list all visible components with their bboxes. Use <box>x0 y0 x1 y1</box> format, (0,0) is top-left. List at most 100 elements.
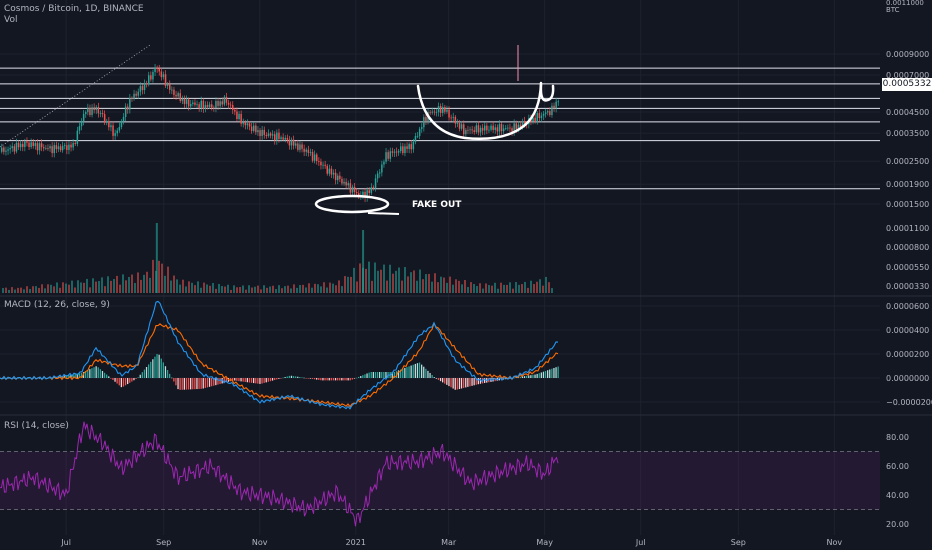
macd-histogram-bar <box>223 378 225 383</box>
volume-bar <box>320 286 322 293</box>
candle-body <box>347 183 349 186</box>
macd-histogram-bar <box>255 378 257 384</box>
macd-histogram-bar <box>124 378 127 386</box>
macd-histogram-bar <box>463 378 465 388</box>
candle-body <box>253 125 255 131</box>
macd-histogram-bar <box>72 374 74 378</box>
macd-histogram-bar <box>423 366 425 378</box>
candle-body <box>250 126 253 131</box>
volume-bar <box>539 279 541 293</box>
rsi-axis-tick-label: 80.00 <box>886 433 909 442</box>
macd-histogram-bar <box>110 378 112 379</box>
volume-bar <box>164 275 166 293</box>
candle-body <box>194 102 196 105</box>
macd-histogram-bar <box>355 377 358 379</box>
macd-histogram-bar <box>192 378 194 390</box>
price-axis-tick-label: 0.0003500 <box>886 129 929 138</box>
candle-body <box>376 173 379 179</box>
candle-body <box>89 107 91 115</box>
macd-histogram-bar <box>467 378 469 387</box>
macd-histogram-bar <box>519 376 521 378</box>
volume-bar <box>392 273 394 293</box>
volume-bar <box>206 284 208 293</box>
volume-bar <box>299 285 301 293</box>
volume-bar <box>83 282 85 293</box>
macd-histogram-bar <box>542 371 545 378</box>
volume-bar <box>407 276 409 293</box>
macd-histogram-bar <box>437 378 440 380</box>
candle-body <box>372 187 375 189</box>
candle-body <box>320 161 322 166</box>
macd-histogram-bar <box>469 378 471 387</box>
macd-histogram-bar <box>532 374 534 378</box>
candle-body <box>452 116 454 118</box>
volume-bar <box>551 288 553 293</box>
macd-histogram-bar <box>450 378 452 388</box>
macd-histogram-bar <box>458 378 461 390</box>
volume-bar <box>506 284 508 293</box>
candle-body <box>555 101 557 109</box>
volume-bar <box>416 280 418 293</box>
candle-body <box>408 144 410 149</box>
macd-histogram-bar <box>211 378 213 387</box>
candle-body <box>208 104 211 107</box>
candle-body <box>507 127 509 129</box>
candle-body <box>68 144 70 150</box>
macd-histogram-bar <box>196 378 198 390</box>
volume-bar <box>524 281 526 293</box>
volume-bar <box>296 287 298 293</box>
candle-body <box>141 86 144 91</box>
volume-bar <box>269 286 271 293</box>
macd-histogram-bar <box>13 378 15 379</box>
volume-bar <box>26 286 28 293</box>
macd-histogram-bar <box>421 364 423 378</box>
candle-body <box>305 149 307 152</box>
macd-histogram-bar <box>166 370 169 378</box>
candle-body <box>433 111 436 113</box>
macd-histogram-bar <box>402 368 404 378</box>
candle-body <box>435 112 438 113</box>
candle-body <box>316 154 318 162</box>
volume-bar <box>62 282 64 293</box>
candle-body <box>456 123 459 124</box>
macd-histogram-bar <box>358 376 360 378</box>
price-axis-tick-label: 0.0001900 <box>886 180 929 189</box>
macd-histogram-bar <box>3 378 5 379</box>
macd-histogram-bar <box>187 378 190 390</box>
macd-histogram-bar <box>89 369 91 378</box>
candle-body <box>330 168 333 175</box>
candle-body <box>467 129 469 131</box>
candle-body <box>271 134 274 136</box>
volume-bar <box>218 283 220 293</box>
volume-bar <box>173 275 175 293</box>
candle-body <box>135 93 137 96</box>
volume-bar <box>431 281 433 293</box>
volume-bar <box>350 276 352 293</box>
candle-body <box>431 111 433 113</box>
macd-histogram-bar <box>135 378 137 379</box>
candle-body <box>255 125 257 133</box>
macd-histogram-bar <box>154 356 156 378</box>
volume-bar <box>137 272 139 293</box>
volume-bar <box>434 273 436 293</box>
volume-bar <box>449 276 451 293</box>
candle-body <box>309 151 312 153</box>
candle-body <box>114 133 116 136</box>
candle-body <box>437 106 440 113</box>
candle-body <box>389 151 391 159</box>
volume-bar <box>323 282 325 293</box>
macd-histogram-bar <box>339 378 341 381</box>
macd-histogram-bar <box>349 378 351 381</box>
volume-bar <box>77 280 79 293</box>
candle-body <box>95 106 97 110</box>
volume-bar <box>503 284 505 293</box>
candle-body <box>425 117 427 121</box>
x-axis-tick-label: Jul <box>60 538 71 547</box>
x-axis-tick-label: Nov <box>827 538 843 547</box>
candle-body <box>57 146 60 150</box>
candle-body <box>519 124 522 127</box>
candle-body <box>202 100 205 109</box>
macd-histogram-bar <box>232 378 234 381</box>
candle-body <box>307 149 310 153</box>
